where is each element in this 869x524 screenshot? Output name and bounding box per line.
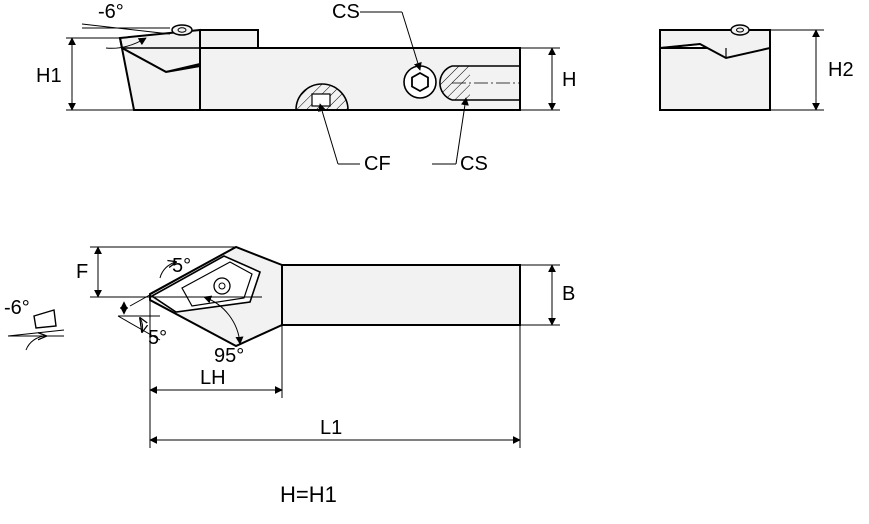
view-top-end: H2 (660, 25, 854, 110)
label-H2: H2 (828, 59, 854, 81)
footnote: H=H1 (280, 482, 337, 507)
dim-H1: H1 (36, 38, 134, 110)
hex-socket (404, 66, 436, 98)
label-H1: H1 (36, 65, 62, 87)
view-bottom-plan: F B LH L1 5° (4, 247, 575, 448)
leader-CF: CF (320, 104, 391, 175)
label-CS-top: CS (332, 1, 360, 23)
label-CS-bottom: CS (460, 153, 488, 175)
label-LH: LH (200, 367, 226, 389)
label-neg6-top: -6° (98, 1, 124, 23)
label-5b: 5° (148, 327, 167, 349)
dim-B: B (520, 265, 575, 325)
view-top-side: H1 H -6° CS CF (36, 1, 576, 175)
angle-neg6-bottom: -6° (4, 297, 64, 350)
label-95: 95° (214, 345, 244, 367)
label-L1: L1 (320, 417, 342, 439)
label-neg6-bottom: -6° (4, 297, 30, 319)
label-B: B (562, 283, 575, 305)
angle-5b: 5° (118, 302, 167, 349)
label-F: F (76, 261, 88, 283)
dim-H: H (520, 48, 576, 110)
label-5a: 5° (172, 255, 191, 277)
label-H: H (562, 69, 576, 91)
technical-drawing: H1 H -6° CS CF (0, 0, 869, 524)
dim-H2: H2 (770, 30, 854, 110)
label-CF: CF (364, 153, 391, 175)
